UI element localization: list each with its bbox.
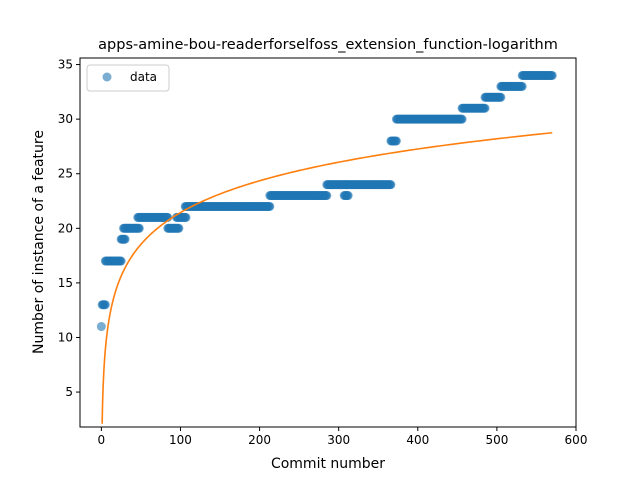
y-tick-label: 30: [58, 112, 73, 126]
legend-label-data: data: [130, 70, 157, 84]
data-point: [96, 322, 106, 332]
x-tick-label: 100: [169, 433, 192, 447]
data-point: [134, 223, 144, 233]
data-point: [547, 70, 557, 80]
data-point: [343, 191, 353, 201]
data-point: [496, 92, 506, 102]
y-tick-label: 10: [58, 330, 73, 344]
plot-frame: [79, 57, 577, 428]
data-point: [100, 300, 110, 310]
data-point: [322, 191, 332, 201]
y-tick-label: 15: [58, 276, 73, 290]
x-axis: 0 100 200 300 400 500 600: [98, 427, 588, 447]
x-tick-label: 300: [327, 433, 350, 447]
y-axis: 5 10 15 20 25 30 35: [58, 58, 80, 399]
data-point: [265, 201, 275, 211]
x-tick-label: 400: [406, 433, 429, 447]
data-point: [116, 256, 126, 266]
data-point: [120, 234, 130, 244]
x-tick-label: 600: [565, 433, 588, 447]
y-axis-label: Number of instance of a feature: [31, 130, 47, 354]
y-tick-label: 5: [65, 385, 73, 399]
legend-box: [86, 64, 170, 92]
fit-line: [101, 131, 553, 424]
data-points: [96, 70, 557, 332]
x-tick-label: 500: [485, 433, 508, 447]
y-tick-label: 20: [58, 221, 73, 235]
x-tick-label: 0: [98, 433, 106, 447]
data-point: [181, 212, 191, 222]
chart-title: apps-amine-bou-readerforselfoss_extensio…: [98, 37, 558, 53]
legend: data: [86, 64, 170, 92]
data-point: [391, 136, 401, 146]
x-tick-label: 200: [248, 433, 271, 447]
data-point: [386, 180, 396, 190]
data-point: [480, 103, 490, 113]
data-point: [174, 223, 184, 233]
y-tick-label: 25: [58, 167, 73, 181]
x-axis-label: Commit number: [271, 456, 385, 472]
y-tick-label: 35: [58, 58, 73, 72]
data-point: [457, 114, 467, 124]
data-point: [517, 81, 527, 91]
legend-marker-data: [102, 72, 112, 82]
